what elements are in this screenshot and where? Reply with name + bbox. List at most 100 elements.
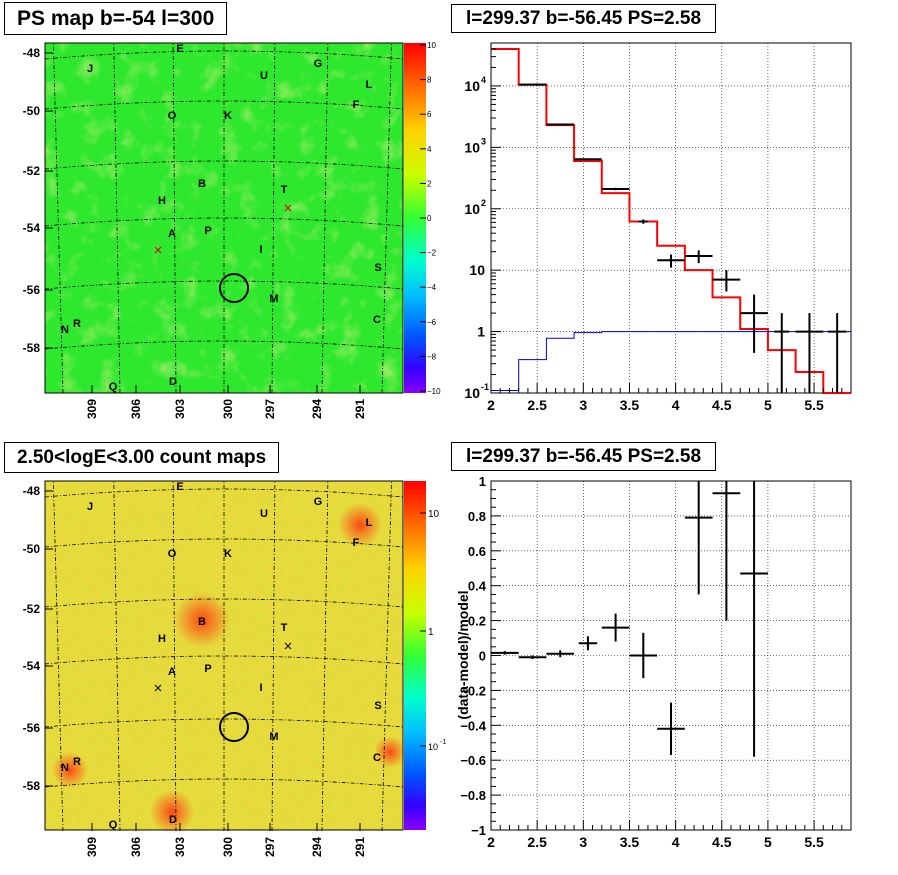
residual-axes: 2 2.5 3 3.5 4 4.5 5 5.5 1 0.8 0.6 0.4 0.2 0 −0.2 −0.4 −0… — [460, 474, 852, 850]
y-tick-label: 0.2 — [468, 614, 486, 629]
x-tick-label: 306 — [129, 837, 143, 857]
x-tick-label: 291 — [353, 399, 367, 419]
y-tick-label: -58 — [23, 341, 41, 355]
y-tick-label: 0.6 — [468, 544, 486, 559]
count-map-source-circle — [219, 712, 249, 742]
longitude-line — [172, 42, 177, 394]
y-tick-label: -48 — [23, 46, 41, 60]
source-label: O — [168, 548, 177, 560]
y-tick-label: 10 — [464, 385, 480, 401]
ps-map-panel: E J U G LF O K B T H A P I S M C N R Q D -48 -50 -52 -54 -56 -58… — [23, 41, 441, 419]
latitude-line — [44, 217, 404, 227]
source-label: U — [260, 70, 268, 82]
colorbar-tick-label: -1 — [440, 739, 446, 746]
y-tick-label: −1 — [471, 823, 486, 838]
source-label: U — [260, 508, 268, 520]
source-label: T — [281, 622, 288, 634]
y-tick-exponent: 3 — [481, 136, 486, 146]
x-tick-label: 303 — [173, 399, 187, 419]
source-label: C — [373, 314, 381, 326]
x-tick-label: 5 — [764, 397, 772, 413]
ps-map-frame — [44, 42, 404, 394]
x-tick-label: 5.5 — [804, 397, 824, 413]
x-tick-label: 4 — [672, 834, 680, 850]
x-tick-label: 2 — [487, 834, 495, 850]
count-map-colorbar — [404, 481, 426, 830]
spectrum-series — [491, 47, 851, 394]
colorbar-tick-label: 6 — [427, 110, 432, 119]
colorbar-tick-label: 10 — [427, 41, 436, 50]
source-label: B — [198, 616, 206, 628]
source-label: P — [204, 663, 211, 675]
y-tick-label: 0 — [479, 649, 486, 664]
longitude-line — [271, 42, 276, 394]
source-label: M — [269, 731, 278, 743]
spectrum-plot-area — [490, 42, 852, 394]
source-label: L — [366, 517, 373, 529]
source-label: K — [224, 110, 232, 122]
y-tick-label: 1 — [477, 324, 485, 340]
count-map-axes: -48 -50 -52 -54 -56 -58 309 306 303 300 297 294 291 1… — [23, 484, 447, 857]
x-tick-label: 309 — [85, 399, 99, 419]
x-tick-label: 4.5 — [712, 834, 732, 850]
x-tick-label: 4 — [672, 397, 680, 413]
x-tick-label: 309 — [85, 837, 99, 857]
latitude-line — [44, 538, 404, 548]
ps-map-source-circle — [219, 273, 249, 303]
latitude-line — [44, 778, 404, 788]
source-label: N — [61, 762, 69, 774]
y-tick-label: -48 — [23, 484, 41, 498]
latitude-line — [44, 655, 404, 665]
x-tick-label: 3.5 — [620, 834, 640, 850]
longitude-line — [52, 42, 64, 394]
x-tick-label: 297 — [263, 399, 277, 419]
source-label: C — [373, 752, 381, 764]
y-tick-label: 1 — [479, 474, 486, 489]
y-tick-label: -50 — [23, 542, 41, 556]
colorbar-tick-label: −8 — [427, 352, 437, 361]
y-tick-label: 0.4 — [468, 579, 487, 594]
latitude-line — [44, 718, 404, 728]
colorbar-tick-label: 0 — [427, 214, 432, 223]
colorbar-tick-label: 8 — [427, 76, 432, 85]
colorbar-tick-label: 10 — [428, 509, 440, 520]
source-label: P — [204, 225, 211, 237]
count-map-title: 2.50<logE<3.00 count maps — [4, 442, 280, 473]
colorbar-tick-label: −10 — [427, 387, 441, 396]
colorbar-tick-label: 2 — [427, 179, 432, 188]
y-tick-label: 10 — [464, 78, 480, 94]
longitude-line — [321, 42, 329, 394]
y-tick-exponent: 4 — [481, 75, 486, 85]
x-tick-label: 306 — [129, 399, 143, 419]
ps-map-title: PS map b=-54 l=300 — [4, 2, 228, 35]
source-label: B — [198, 178, 206, 190]
latitude-line — [44, 488, 404, 498]
y-tick-label: -58 — [23, 779, 41, 793]
x-tick-label: 303 — [173, 837, 187, 857]
longitude-line — [52, 480, 64, 832]
source-label: F — [353, 99, 360, 111]
x-tick-label: 4.5 — [712, 397, 732, 413]
y-tick-label: -56 — [23, 721, 41, 735]
source-label: H — [158, 633, 166, 645]
source-label: E — [176, 481, 183, 493]
y-tick-label: -50 — [23, 104, 41, 118]
count-map-cross-markers — [154, 642, 292, 692]
x-tick-label: 300 — [221, 837, 235, 857]
longitude-line — [113, 42, 121, 394]
latitude-line — [44, 598, 404, 608]
x-tick-label: 297 — [263, 837, 277, 857]
y-tick-label: −0.6 — [460, 753, 486, 768]
source-label: I — [259, 682, 262, 694]
y-tick-label: -52 — [23, 602, 41, 616]
longitude-line — [381, 42, 392, 394]
residual-title: l=299.37 b=-56.45 PS=2.58 — [451, 442, 717, 471]
residual-series — [491, 481, 768, 757]
ps-map-axes: -48 -50 -52 -54 -56 -58 309 306 303 300 297 294 291 1… — [23, 41, 441, 419]
colorbar-tick-label: 4 — [427, 145, 432, 154]
latitude-line — [44, 340, 404, 350]
x-tick-label: 294 — [310, 399, 324, 419]
colorbar-tick-label: −4 — [427, 283, 437, 292]
source-label: D — [169, 814, 177, 826]
